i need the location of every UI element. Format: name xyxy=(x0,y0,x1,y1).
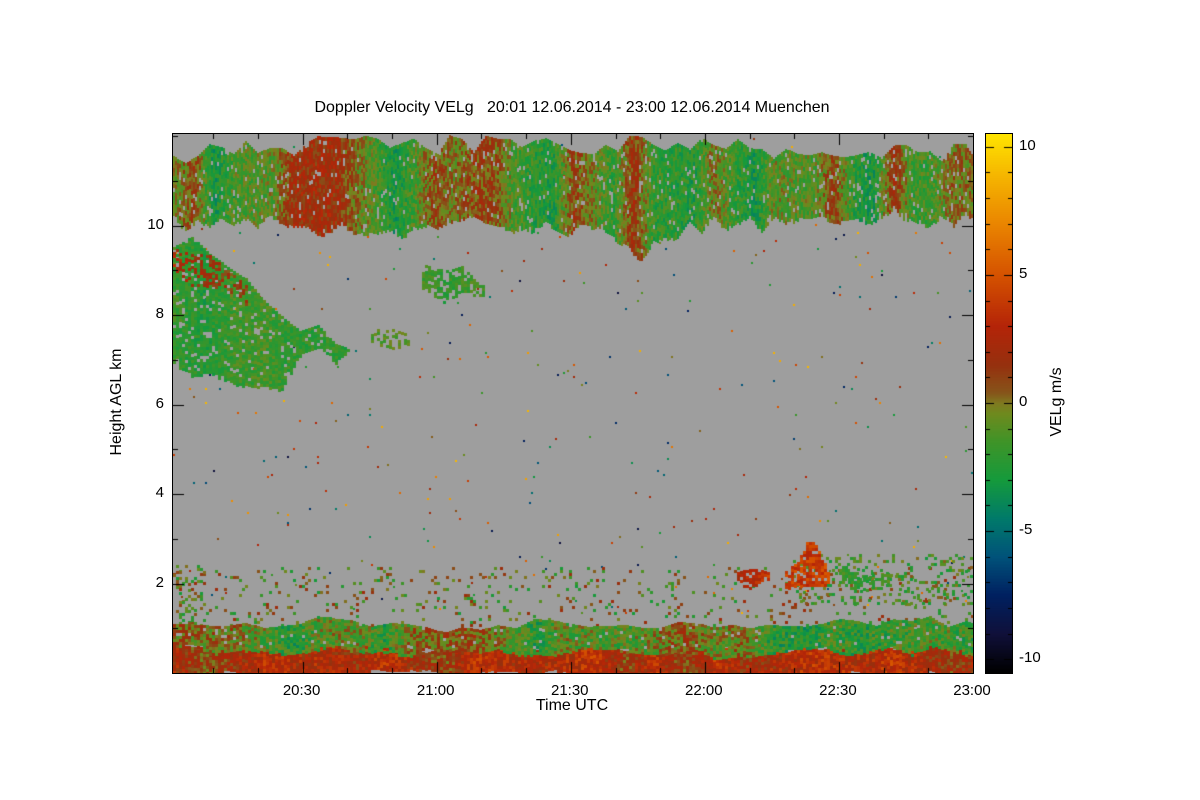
colorbar-tick-label: 0 xyxy=(1019,393,1028,410)
x-tick-label: 20:30 xyxy=(282,682,321,699)
y-tick-label: 2 xyxy=(155,573,164,591)
colorbar-tick-label: 10 xyxy=(1019,137,1036,154)
x-tick-label: 23:00 xyxy=(953,682,991,699)
colorbar-label: VELg m/s xyxy=(1048,367,1065,437)
x-tick-label: 21:00 xyxy=(416,682,455,699)
colorbar-tick-label: 5 xyxy=(1019,265,1028,282)
colorbar-tick-label: -5 xyxy=(1019,521,1033,538)
x-axis-label: Time UTC xyxy=(535,697,609,714)
y-tick-label: 6 xyxy=(155,394,164,412)
x-tick-label: 22:30 xyxy=(819,682,857,699)
colorbar xyxy=(985,133,1013,674)
y-tick-label: 10 xyxy=(147,215,164,233)
colorbar-tick-label: -10 xyxy=(1019,649,1041,666)
y-tick-label: 4 xyxy=(155,484,164,502)
x-tick-label: 22:00 xyxy=(685,682,723,699)
y-tick-label: 8 xyxy=(155,305,164,323)
colorbar-canvas xyxy=(986,134,1012,673)
x-tick-label: 21:30 xyxy=(550,682,589,699)
chart-title: Doppler Velocity VELg 20:01 12.06.2014 -… xyxy=(314,99,830,116)
plot-area xyxy=(172,133,974,674)
heatmap-canvas xyxy=(173,134,973,673)
